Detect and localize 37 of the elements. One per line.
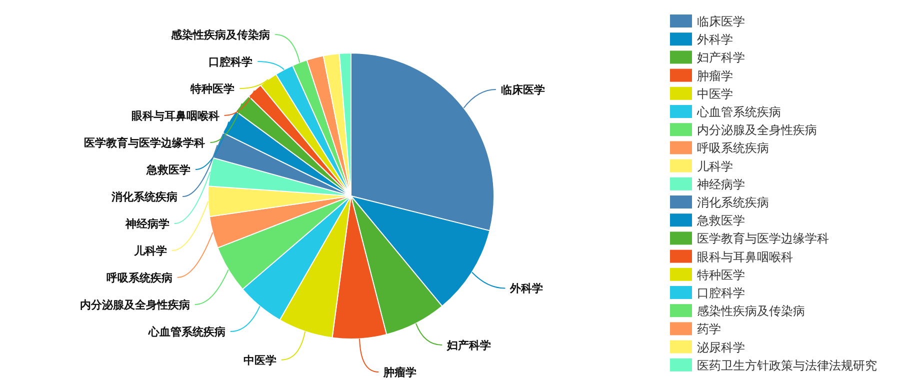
legend-label: 泌尿科学 <box>697 340 745 354</box>
slice-label: 临床医学 <box>500 84 545 97</box>
legend-label: 呼吸系统疾病 <box>697 141 769 156</box>
legend-label: 临床医学 <box>697 14 745 28</box>
slice-label: 眼科与耳鼻咽喉科 <box>131 110 220 123</box>
legend-label: 内分泌腺及全身性疾病 <box>697 123 817 138</box>
legend-label: 心血管系统疾病 <box>696 105 781 119</box>
legend-label: 药学 <box>697 322 721 336</box>
legend-label: 口腔科学 <box>697 286 745 300</box>
slice-label: 口腔科学 <box>208 56 253 69</box>
legend-label: 儿科学 <box>697 159 733 174</box>
legend-label: 外科学 <box>697 32 733 47</box>
slice-label: 感染性疾病及传染病 <box>170 28 270 42</box>
slice-label: 妇产科学 <box>446 339 492 352</box>
legend-label: 眼科与耳鼻咽喉科 <box>697 250 793 264</box>
legend-label: 感染性疾病及传染病 <box>697 304 805 318</box>
slice-label: 外科学 <box>509 282 544 296</box>
slice-label: 特种医学 <box>190 82 235 96</box>
slice-label: 肿瘤学 <box>382 366 417 379</box>
slice-label: 心血管系统疾病 <box>147 326 226 339</box>
legend-label: 妇产科学 <box>697 50 745 65</box>
legend-label: 中医学 <box>697 86 733 101</box>
legend-label: 急救医学 <box>696 214 745 228</box>
slice-label: 儿科学 <box>133 244 168 258</box>
slice-label: 急救医学 <box>145 164 190 177</box>
legend-label: 医药卫生方针政策与法律法规研究 <box>697 358 877 372</box>
legend-label: 特种医学 <box>697 268 745 282</box>
slice-label: 呼吸系统疾病 <box>106 272 172 285</box>
slice-label: 内分泌腺及全身性疾病 <box>80 298 190 312</box>
legend-label: 医学教育与医学边缘学科 <box>697 232 829 246</box>
slice-label: 医学教育与医学边缘学科 <box>84 136 206 150</box>
slice-label: 消化系统疾病 <box>110 190 178 204</box>
slice-label: 神经病学 <box>124 218 170 231</box>
legend-label: 消化系统疾病 <box>697 196 769 210</box>
legend-label: 肿瘤学 <box>697 68 733 83</box>
legend-label: 神经病学 <box>697 177 745 192</box>
slice-label: 中医学 <box>243 354 276 367</box>
